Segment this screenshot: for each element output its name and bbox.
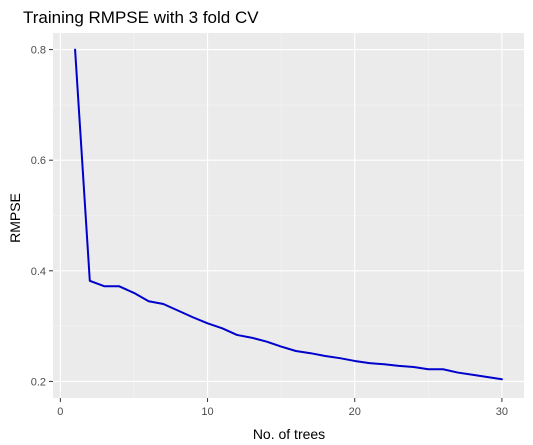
series-line	[74, 48, 503, 381]
chart-title: Training RMPSE with 3 fold CV	[23, 8, 259, 27]
y-tick-label: 0.4	[31, 266, 46, 278]
minor-gridlines	[53, 33, 524, 398]
y-axis-title: RMPSE	[7, 193, 23, 243]
x-axis: 0 10 20 30	[57, 398, 508, 418]
x-tick-label: 10	[201, 406, 213, 418]
major-gridlines	[53, 33, 524, 398]
x-tick-label: 30	[496, 406, 508, 418]
x-axis-title: No. of trees	[253, 426, 325, 442]
x-tick-label: 0	[57, 406, 63, 418]
y-tick-label: 0.6	[31, 155, 46, 167]
series-layer	[74, 48, 503, 381]
y-tick-label: 0.8	[31, 45, 46, 57]
y-axis: 0.2 0.4 0.6 0.8	[31, 45, 53, 388]
x-tick-label: 20	[349, 406, 361, 418]
y-tick-label: 0.2	[31, 376, 46, 388]
